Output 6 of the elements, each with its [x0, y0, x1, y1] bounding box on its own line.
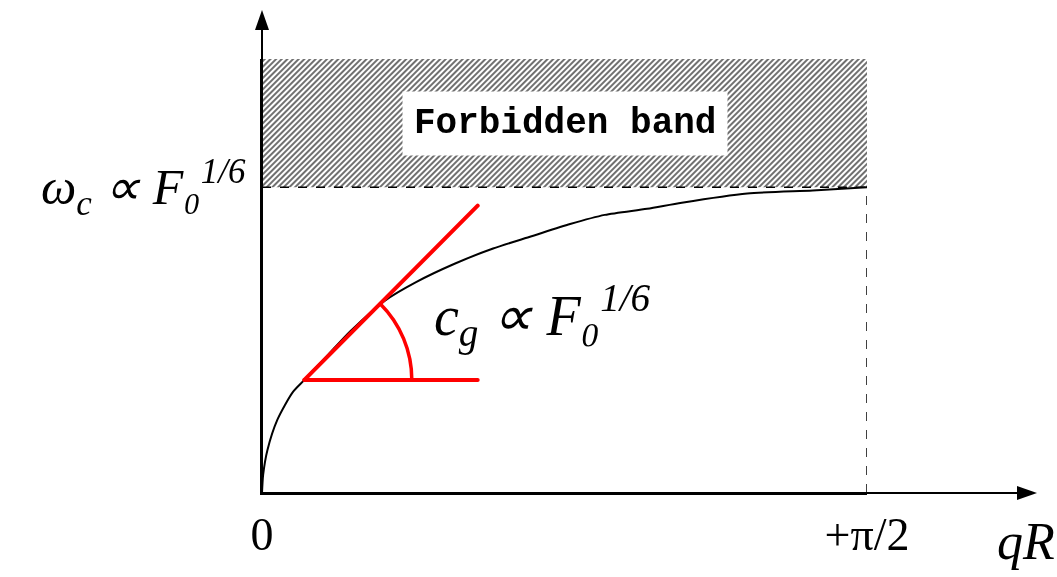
x-tick-label: +π/2 [824, 509, 910, 561]
x-tick-label: 0 [250, 509, 274, 561]
x-axis-title: qR [997, 513, 1055, 570]
annotation: c$_{g}$ ∝ F₀$^{1/6}$ [434, 276, 651, 356]
ref-line-label: ω$_{c}$ ∝ F₀$^{1/6}$ [41, 152, 247, 223]
band-label: Forbidden band [414, 103, 717, 144]
